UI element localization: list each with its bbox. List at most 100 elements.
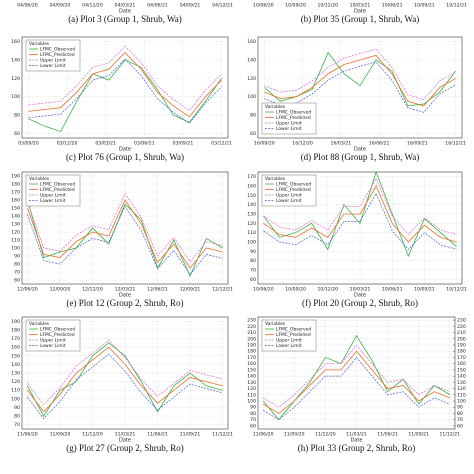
y2-tick-label: 100: [457, 399, 466, 405]
x-tick-label: 12/09/20: [50, 287, 71, 293]
y2-tick-label: 150: [457, 367, 466, 373]
y-tick-label: 150: [247, 367, 256, 373]
y-tick-label: 140: [11, 362, 20, 368]
legend-label: Lower Limit: [40, 343, 66, 349]
caption: (h) Plot 33 (Group 2, Shrub, Ro): [298, 443, 416, 453]
x-tick-label: 04/12/20: [82, 3, 103, 9]
x-tick-label: 12/12/21: [212, 287, 233, 293]
y-tick-label: 100: [247, 240, 256, 246]
legend-title: Variables: [265, 321, 286, 327]
y-tick-label: 80: [250, 113, 256, 119]
y-tick-label: 110: [11, 388, 20, 394]
x-tick-label: 04/09/20: [50, 3, 71, 9]
x-tick-label: 12/06/21: [147, 287, 168, 293]
legend-box: [261, 319, 317, 352]
x-tick-label: 16/12/21: [445, 141, 466, 147]
series-line: [27, 342, 223, 417]
x-tick-label: 16/03/21: [331, 141, 352, 147]
y-tick-label: 180: [11, 327, 20, 333]
x-axis-label: Date: [119, 293, 131, 299]
y-tick-label: 100: [11, 246, 20, 252]
series-line: [264, 54, 456, 107]
x-tick-label: 11/09/21: [180, 432, 201, 438]
series-line: [27, 199, 223, 277]
x-tick-label: 12/12/20: [82, 287, 103, 293]
y2-tick-label: 90: [457, 405, 463, 411]
x-tick-label: 04/12/21: [212, 3, 233, 9]
legend-label: Lower Limit: [276, 126, 302, 132]
y-tick-label: 120: [11, 76, 20, 82]
x-tick-label: 10/12/20: [317, 3, 338, 9]
y-tick-label: 140: [247, 202, 256, 208]
y-tick-label: 100: [247, 94, 256, 100]
y2-tick-label: 160: [457, 361, 466, 367]
x-tick-label: 03/09/20: [18, 141, 39, 147]
y2-tick-label: 110: [457, 392, 466, 398]
x-tick-label: 10/03/21: [350, 3, 371, 9]
y-tick-label: 140: [11, 214, 20, 220]
x-tick-label: 03/12/21: [211, 141, 232, 147]
y2-tick-label: 120: [457, 386, 466, 392]
y-tick-label: 210: [247, 330, 256, 336]
legend-label: Upper Limit: [276, 121, 302, 127]
y2-tick-label: 60: [457, 423, 463, 429]
x-tick-label: 16/09/21: [407, 141, 428, 147]
legend-label: Upper Limit: [40, 193, 66, 199]
y-tick-label: 140: [247, 374, 256, 380]
legend-label: Upper Limit: [40, 58, 66, 64]
y-tick-label: 120: [247, 76, 256, 82]
caption: (g) Plot 27 (Group 2, Shrub, Ro): [66, 443, 184, 453]
x-tick-label: 16/09/20: [254, 141, 275, 147]
x-tick-label: 11/12/21: [212, 432, 233, 438]
legend-label: LFMC_Observed: [276, 327, 311, 333]
x-tick-label: 10/06/21: [382, 3, 403, 9]
y-tick-label: 80: [250, 258, 256, 264]
caption: (e) Plot 12 (Group 2, Shrub, Ro): [67, 298, 184, 308]
y-tick-label: 140: [247, 57, 256, 63]
x-tick-label: 04/06/20: [17, 3, 38, 9]
x-tick-label: 11/06/20: [253, 432, 274, 438]
y-tick-label: 150: [11, 353, 20, 359]
x-tick-label: 11/09/20: [284, 432, 305, 438]
series-line: [28, 52, 222, 118]
x-tick-label: 03/09/21: [173, 141, 194, 147]
series-line: [28, 58, 222, 124]
y-tick-label: 90: [14, 254, 20, 260]
x-tick-label: 10/03/21: [350, 287, 371, 293]
y-tick-label: 60: [250, 131, 256, 137]
series-line: [27, 339, 223, 406]
legend-label: LFMC_Predicted: [276, 332, 311, 338]
y-tick-label: 130: [11, 222, 20, 228]
y-tick-label: 70: [250, 268, 256, 274]
x-axis-label: Date: [119, 9, 131, 15]
legend-box: [261, 174, 317, 207]
y-tick-label: 230: [247, 318, 256, 324]
legend-label: LFMC_Observed: [276, 110, 311, 116]
x-tick-label: 11/12/21: [439, 432, 460, 438]
y-tick-label: 70: [14, 270, 20, 276]
series-line: [264, 48, 456, 100]
series-line: [263, 185, 457, 243]
x-tick-label: 04/03/21: [115, 3, 136, 9]
x-axis-label: Date: [119, 147, 131, 153]
y-tick-label: 150: [247, 193, 256, 199]
legend-title: Variables: [29, 321, 50, 327]
x-tick-label: 11/12/20: [315, 432, 336, 438]
y-tick-label: 60: [250, 277, 256, 283]
series-line: [263, 170, 457, 258]
y-tick-label: 100: [11, 94, 20, 100]
x-axis-label: Date: [119, 438, 131, 444]
x-tick-label: 10/06/20: [253, 3, 274, 9]
x-tick-label: 12/09/21: [180, 287, 201, 293]
legend-label: Lower Limit: [40, 198, 66, 204]
legend-label: LFMC_Predicted: [276, 187, 311, 193]
y-tick-label: 190: [247, 343, 256, 349]
y-tick-label: 130: [247, 380, 256, 386]
y-tick-label: 110: [11, 238, 20, 244]
y-tick-label: 70: [14, 422, 20, 428]
y2-tick-label: 170: [457, 355, 466, 361]
y-tick-label: 190: [11, 174, 20, 180]
series-line: [263, 192, 457, 250]
y-tick-label: 200: [247, 336, 256, 342]
